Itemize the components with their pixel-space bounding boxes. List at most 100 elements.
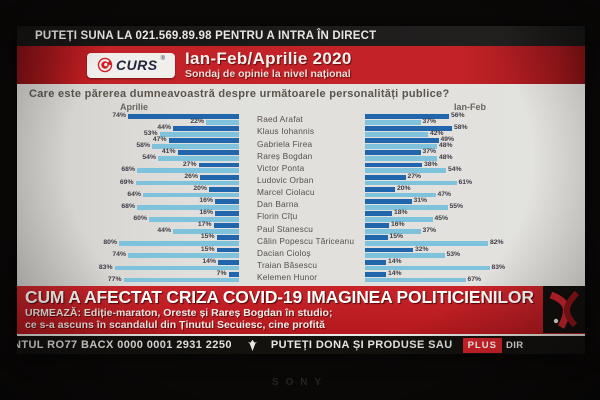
bar-line-ianfeb-light: 61%	[365, 178, 474, 186]
aprilie-bars: 7% 77%	[29, 270, 239, 282]
bar-line-ianfeb-dark: 32%	[365, 246, 431, 252]
bar-line-aprilie-dark: 7%	[215, 270, 239, 277]
aprilie-bars: 15% 80%	[29, 234, 239, 247]
aprilie-bars: 47% 58%	[29, 136, 239, 150]
poll-question: Care este părerea dumneavoastră despre u…	[29, 88, 450, 100]
bar-line-ianfeb-light: 48%	[365, 142, 455, 149]
bar-line-aprilie-light: 68%	[119, 203, 239, 210]
direct-label: DIR	[505, 339, 524, 351]
ticker-bar: NTUL RO77 BACX 0000 0001 2931 2250 PUTEȚ…	[17, 336, 585, 354]
bar-value-label: 26%	[184, 172, 198, 180]
bar-value-label: 47%	[152, 136, 167, 144]
bar-value-label: 22%	[190, 117, 204, 125]
bar-aprilie-dark	[200, 174, 239, 180]
bar-line-aprilie-light: 74%	[110, 252, 239, 258]
bar-line-aprilie-dark: 16%	[197, 209, 239, 216]
bar-line-ianfeb-light: 37%	[365, 227, 438, 234]
bar-line-ianfeb-dark: 18%	[365, 209, 410, 217]
bar-aprilie-light	[137, 204, 239, 210]
bar-line-aprilie-dark: 15%	[199, 246, 239, 253]
poll-chart-panel: Care este părerea dumneavoastră despre u…	[17, 84, 585, 286]
candidate-name: Marcel Ciolacu	[257, 187, 315, 198]
bar-line-ianfeb-dark: 49%	[365, 137, 456, 143]
bar-aprilie-dark	[215, 199, 239, 204]
poll-row: 16% 60% Florin Cîțu 18% 45%	[29, 209, 575, 222]
bar-line-aprilie-dark: 20%	[191, 185, 239, 192]
bar-value-label: 27%	[182, 160, 197, 168]
bar-aprilie-dark	[216, 247, 239, 253]
bar-ianfeb-dark	[365, 199, 412, 204]
bar-value-label: 60%	[133, 214, 147, 222]
aprilie-bars: 26% 69%	[29, 172, 239, 185]
candidate-name: Traian Băsescu	[257, 260, 318, 271]
bar-value-label: 14%	[202, 257, 216, 265]
donate-ribbon-icon	[246, 339, 259, 352]
bar-value-label: 42%	[430, 129, 444, 137]
poll-row: 47% 58% Gabriela Firea 49% 48%	[29, 136, 575, 150]
bar-line-ianfeb-light: 37%	[365, 118, 438, 125]
bar-ianfeb-light	[365, 156, 437, 162]
bar-line-ianfeb-dark: 37%	[365, 149, 438, 156]
bar-ianfeb-dark	[365, 186, 395, 192]
bar-line-ianfeb-light: 54%	[365, 166, 464, 174]
poll-row: 16% 68% Dan Barna 31% 55%	[29, 197, 575, 210]
poll-row: 44% 53% Klaus Iohannis 58% 42%	[29, 124, 575, 137]
panel-header-spacer	[239, 102, 365, 112]
bar-line-aprilie-dark: 47%	[151, 136, 239, 144]
bar-value-label: 58%	[136, 142, 150, 150]
bar-ianfeb-light	[365, 265, 490, 271]
poll-header-band: CURS ® Ian-Feb/Aprilie 2020 Sondaj de op…	[17, 46, 585, 84]
candidate-name: Călin Popescu Tăriceanu	[257, 235, 355, 246]
bar-line-ianfeb-dark: 16%	[365, 221, 407, 229]
poll-row: 41% 54% Rareș Bogdan 37% 48%	[29, 149, 575, 162]
call-in-text: PUTEȚI SUNA LA 021.569.89.98 PENTRU A IN…	[35, 30, 377, 42]
bar-aprilie-light	[152, 144, 239, 149]
bar-value-label: 54%	[448, 166, 462, 174]
bar-value-label: 82%	[490, 239, 504, 247]
bar-line-aprilie-light: 60%	[131, 214, 239, 222]
bar-value-label: 53%	[446, 251, 461, 259]
bar-line-aprilie-light: 54%	[140, 154, 239, 162]
bar-aprilie-light	[159, 131, 239, 137]
bar-value-label: 31%	[413, 197, 428, 205]
bar-value-label: 83%	[491, 263, 506, 271]
bar-value-label: 64%	[127, 190, 141, 198]
bar-value-label: 68%	[121, 166, 135, 174]
poll-row: 17% 44% Paul Stanescu 16% 37%	[29, 221, 575, 234]
bar-ianfeb-dark	[365, 259, 386, 265]
bar-ianfeb-dark	[365, 235, 388, 241]
bar-line-aprilie-light: 58%	[134, 142, 239, 150]
candidate-name: Paul Stanescu	[257, 223, 314, 234]
plus-badge: PLUS	[462, 337, 502, 353]
bar-value-label: 38%	[424, 160, 438, 168]
bar-ianfeb-light	[365, 131, 428, 137]
bar-ianfeb-dark	[365, 271, 386, 277]
bar-value-label: 80%	[103, 239, 117, 247]
bar-line-ianfeb-light: 55%	[365, 203, 465, 210]
bar-ianfeb-light	[365, 216, 433, 222]
bar-line-aprilie-dark: 17%	[196, 221, 239, 229]
bar-value-label: 16%	[391, 221, 405, 229]
bar-ianfeb-light	[365, 168, 446, 174]
bar-value-label: 83%	[98, 263, 113, 271]
bar-value-label: 54%	[142, 154, 156, 162]
candidate-name: Gabriela Firea	[257, 138, 313, 149]
candidate-name: Florin Cîțu	[257, 211, 298, 222]
bar-aprilie-dark	[198, 162, 239, 168]
bar-value-label: 61%	[458, 178, 473, 186]
ianfeb-bars: 32% 53%	[365, 246, 575, 259]
aprilie-bars: 16% 60%	[29, 209, 239, 222]
ianfeb-bars: 20% 47%	[365, 185, 575, 198]
bar-value-label: 18%	[394, 209, 408, 217]
bar-value-label: 74%	[112, 112, 126, 120]
bar-ianfeb-dark	[365, 150, 421, 156]
bar-line-ianfeb-dark: 58%	[365, 124, 470, 131]
poll-titles: Ian-Feb/Aprilie 2020 Sondaj de opinie la…	[185, 50, 352, 80]
candidate-name: Raed Arafat	[257, 114, 304, 125]
bar-aprilie-dark	[216, 235, 239, 241]
bar-ianfeb-light	[365, 119, 421, 125]
poll-row: 15% 80% Călin Popescu Tăriceanu 15% 82%	[29, 234, 575, 247]
ticker-account-text: NTUL RO77 BACX 0000 0001 2931 2250	[17, 339, 232, 351]
bar-value-label: 47%	[437, 190, 452, 198]
bar-value-label: 17%	[197, 221, 212, 229]
